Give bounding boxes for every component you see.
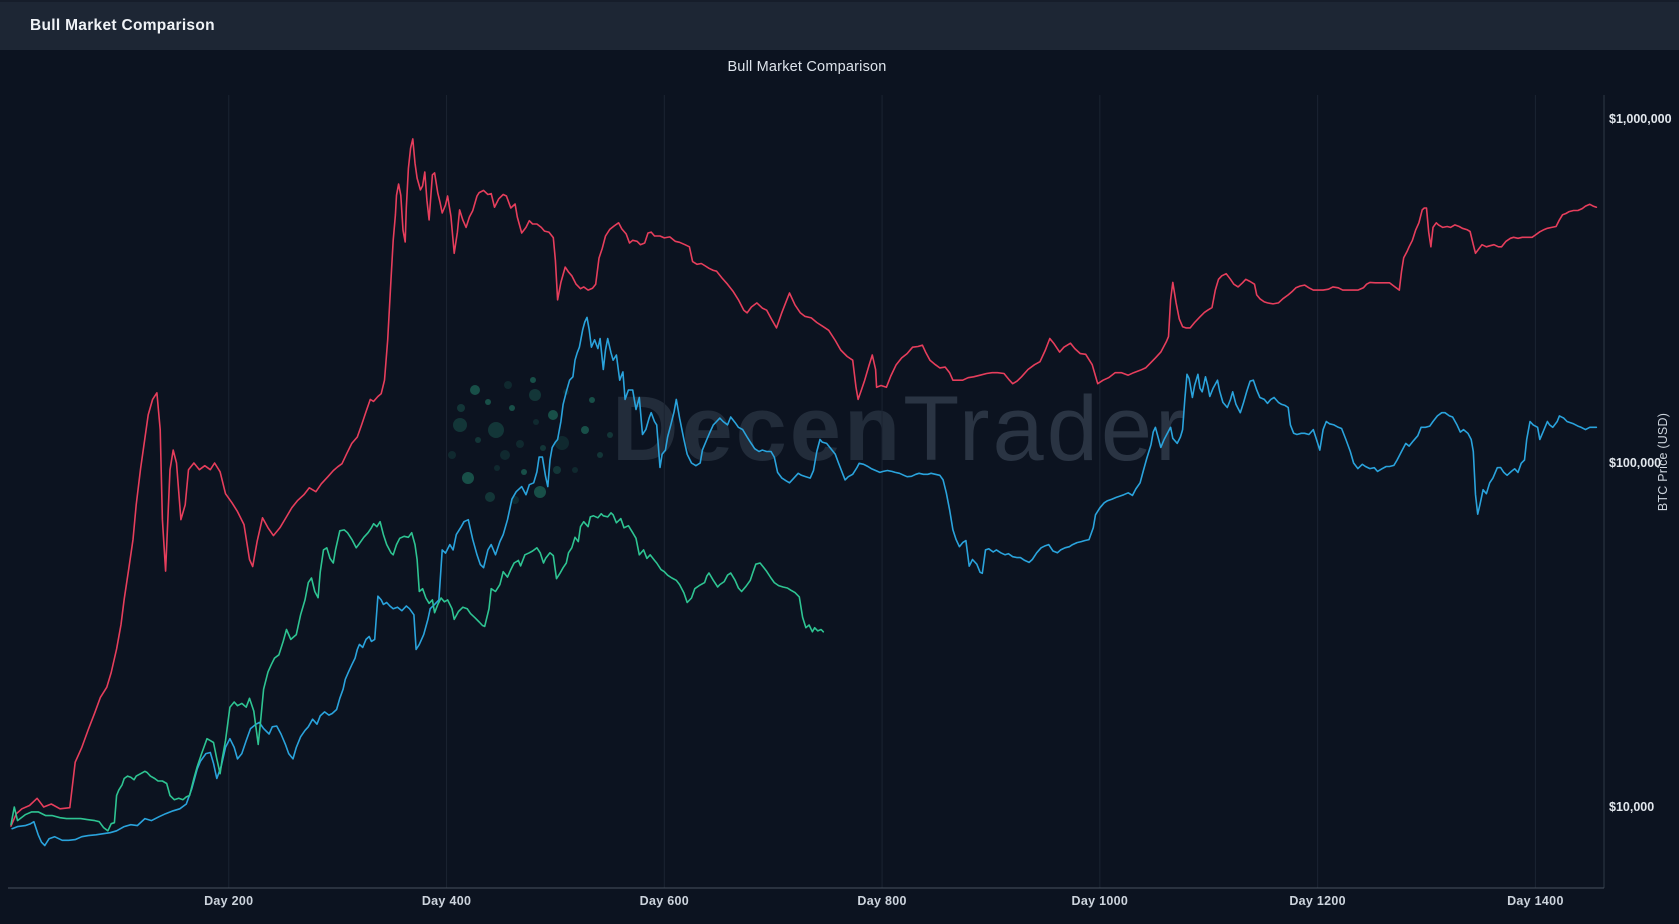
decentrader-logo-dots-icon: [581, 426, 589, 434]
y-tick-label: $10,000: [1609, 800, 1654, 814]
x-tick-label: Day 1200: [1289, 894, 1346, 908]
decentrader-logo-dots-icon: [516, 440, 524, 448]
x-tick-label: Day 600: [640, 894, 689, 908]
y-axis-title: BTC Price (USD): [1656, 412, 1670, 512]
decentrader-logo-dots-icon: [533, 419, 539, 425]
decentrader-logo-dots-icon: [555, 436, 569, 450]
x-tick-label: Day 1000: [1072, 894, 1129, 908]
decentrader-logo-dots-icon: [597, 452, 603, 458]
decentrader-logo-dots-icon: [534, 486, 546, 498]
decentrader-logo-dots-icon: [530, 377, 536, 383]
x-tick-label: Day 200: [204, 894, 253, 908]
series-line-cycle-blue: [11, 316, 1598, 847]
decentrader-logo-dots-icon: [572, 467, 578, 473]
decentrader-logo-dots-icon: [607, 432, 613, 438]
chart-title: Bull Market Comparison: [727, 59, 887, 75]
decentrader-logo-dots-icon: [589, 397, 595, 403]
decentrader-logo-dots-icon: [548, 410, 558, 420]
decentrader-logo-dots-icon: [448, 451, 456, 459]
decentrader-logo-dots-icon: [470, 385, 480, 395]
decentrader-logo-dots-icon: [509, 405, 515, 411]
decentrader-logo-dots-icon: [494, 465, 500, 471]
decentrader-logo-dots-icon: [485, 492, 495, 502]
decentrader-logo-dots-icon: [485, 399, 491, 405]
x-tick-label: Day 400: [422, 894, 471, 908]
series-line-cycle-green: [10, 512, 825, 832]
decentrader-logo-dots-icon: [488, 422, 504, 438]
y-tick-label: $100,000: [1609, 456, 1661, 470]
decentrader-logo-dots-icon: [540, 445, 546, 451]
decentrader-logo-dots-icon: [529, 389, 541, 401]
decentrader-logo-dots-icon: [457, 404, 465, 412]
decentrader-logo-dots-icon: [453, 418, 467, 432]
page-title: Bull Market Comparison: [30, 17, 215, 34]
decentrader-logo-dots-icon: [500, 450, 510, 460]
decentrader-logo-dots-icon: [521, 469, 527, 475]
decentrader-logo-dots-icon: [475, 437, 481, 443]
y-tick-label: $1,000,000: [1609, 112, 1672, 126]
series-line-cycle-red: [10, 138, 1598, 827]
app-header: Bull Market Comparison: [0, 0, 1679, 50]
decentrader-logo-dots-icon: [553, 466, 561, 474]
decentrader-logo-dots-icon: [462, 472, 474, 484]
x-tick-label: Day 800: [857, 894, 906, 908]
x-tick-label: Day 1400: [1507, 894, 1564, 908]
decentrader-logo-dots-icon: [504, 381, 512, 389]
